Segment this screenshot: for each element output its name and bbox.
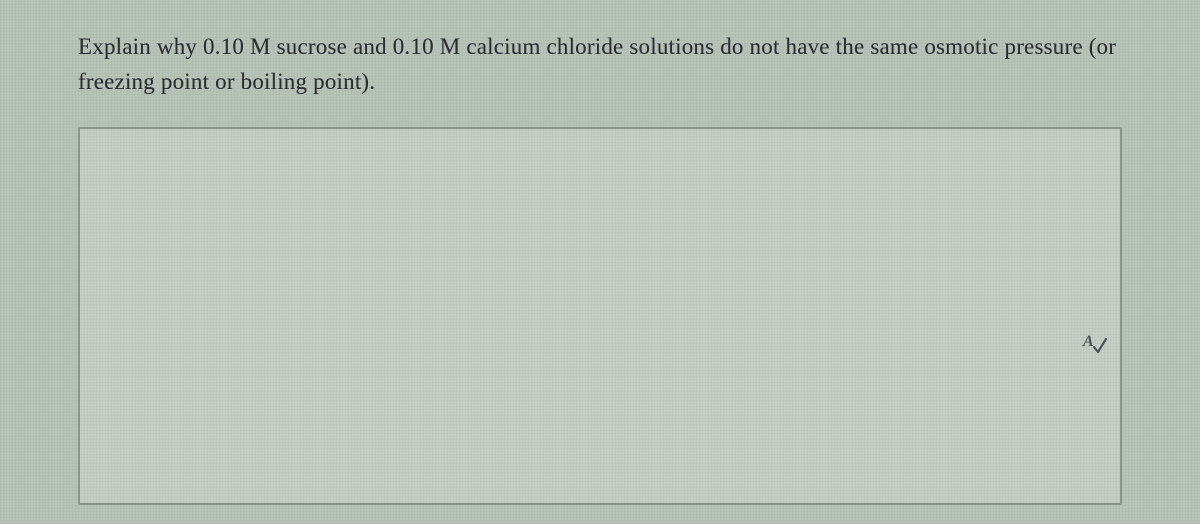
spellcheck-icon[interactable]: A bbox=[1080, 329, 1108, 357]
answer-area: A bbox=[78, 127, 1122, 505]
question-container: Explain why 0.10 M sucrose and 0.10 M ca… bbox=[0, 0, 1200, 524]
answer-input[interactable] bbox=[80, 129, 1120, 503]
svg-text:A: A bbox=[1082, 333, 1094, 350]
question-prompt: Explain why 0.10 M sucrose and 0.10 M ca… bbox=[78, 30, 1122, 99]
